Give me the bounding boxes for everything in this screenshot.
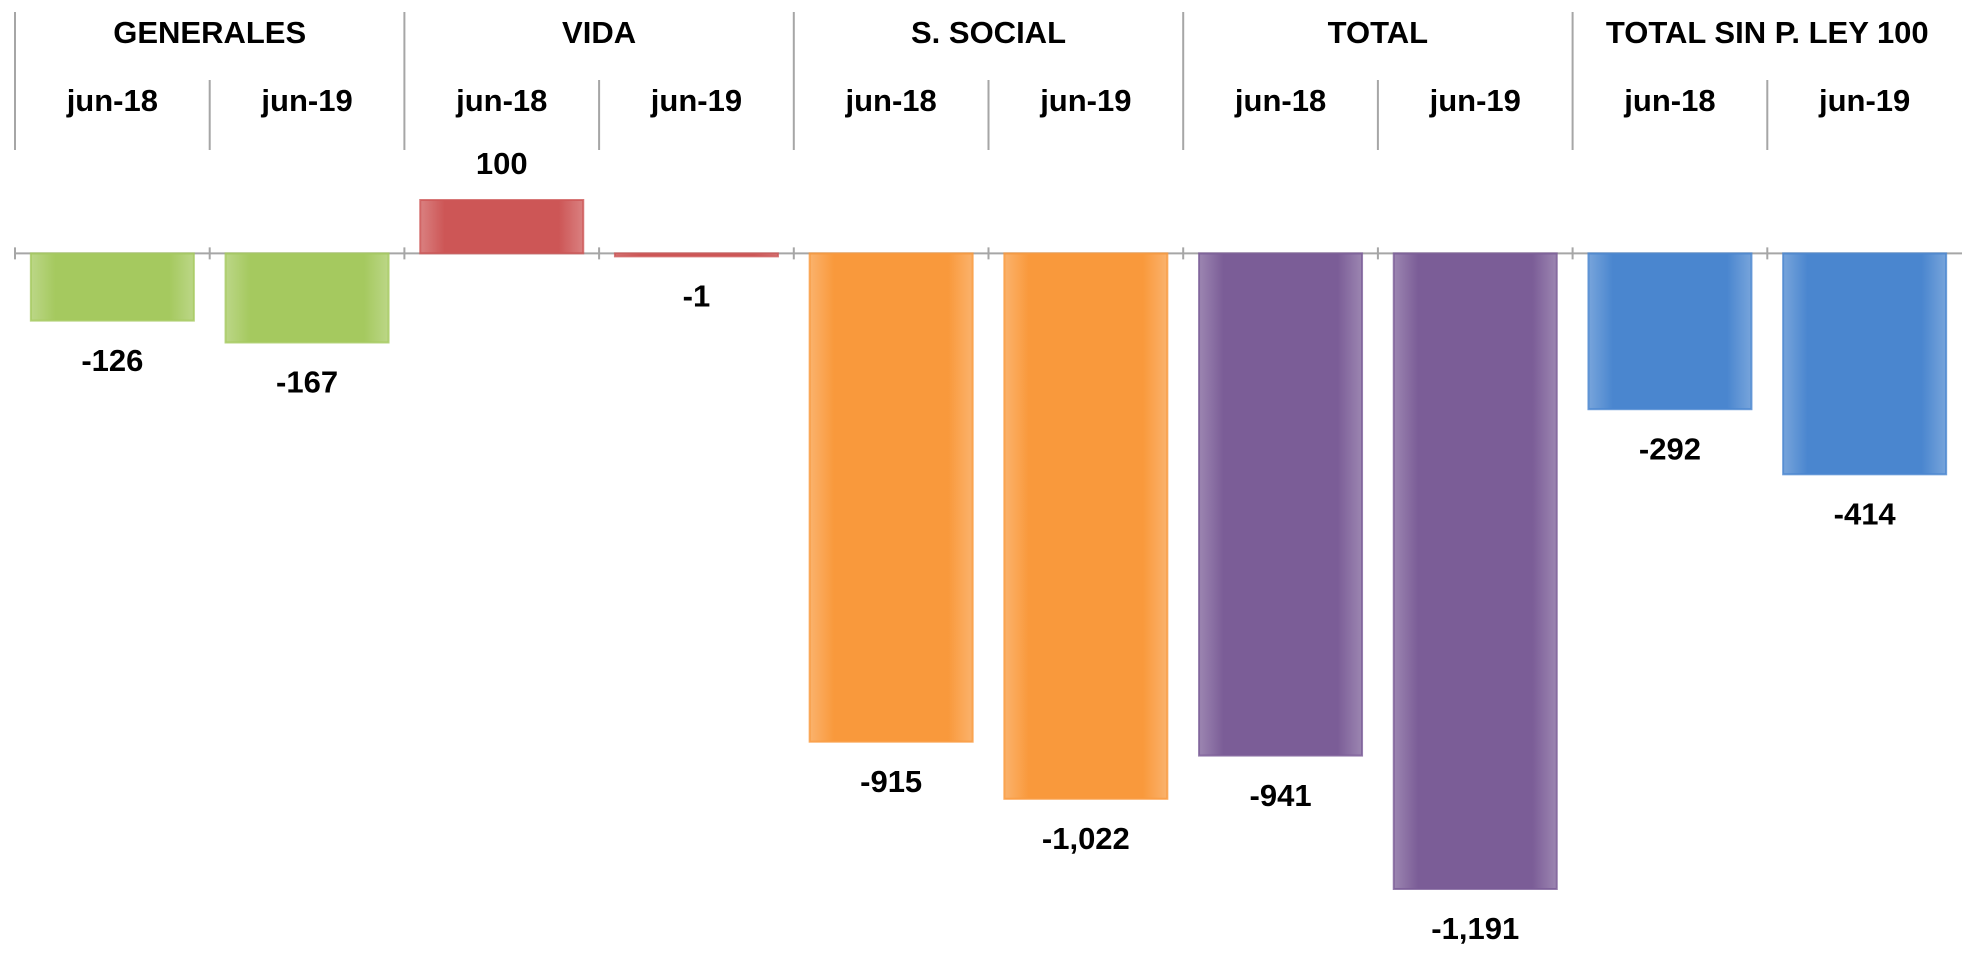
group-label: TOTAL: [1328, 15, 1428, 50]
category-label: jun-18: [845, 83, 937, 118]
group-label: VIDA: [562, 15, 636, 50]
bar: [1392, 252, 1558, 890]
category-label: jun-19: [1818, 83, 1910, 118]
bar: [1587, 252, 1753, 411]
bar: [224, 252, 390, 344]
category-label: jun-18: [455, 83, 547, 118]
category-label: jun-18: [1234, 83, 1326, 118]
category-label: jun-19: [1429, 83, 1521, 118]
bar: [613, 252, 779, 258]
category-label: jun-19: [260, 83, 352, 118]
category-label: jun-18: [66, 83, 158, 118]
value-label: -292: [1639, 431, 1701, 466]
group-label: GENERALES: [113, 15, 306, 50]
bar: [808, 252, 974, 743]
value-label: -915: [860, 764, 922, 799]
bar: [1198, 252, 1364, 757]
value-label: -1,191: [1431, 911, 1519, 946]
bar: [419, 199, 585, 255]
value-label: 100: [476, 146, 528, 181]
group-label: TOTAL SIN P. LEY 100: [1606, 15, 1929, 50]
value-label: -126: [81, 343, 143, 378]
category-label: jun-19: [650, 83, 742, 118]
value-label: -167: [276, 365, 338, 400]
value-label: -414: [1834, 497, 1897, 532]
bar: [1782, 252, 1948, 476]
category-label: jun-18: [1623, 83, 1715, 118]
group-label: S. SOCIAL: [911, 15, 1066, 50]
bar: [29, 252, 195, 322]
value-label: -941: [1250, 778, 1312, 813]
bar: [1003, 252, 1169, 800]
value-label: -1: [683, 279, 711, 314]
category-label: jun-19: [1039, 83, 1131, 118]
value-label: -1,022: [1042, 821, 1130, 856]
